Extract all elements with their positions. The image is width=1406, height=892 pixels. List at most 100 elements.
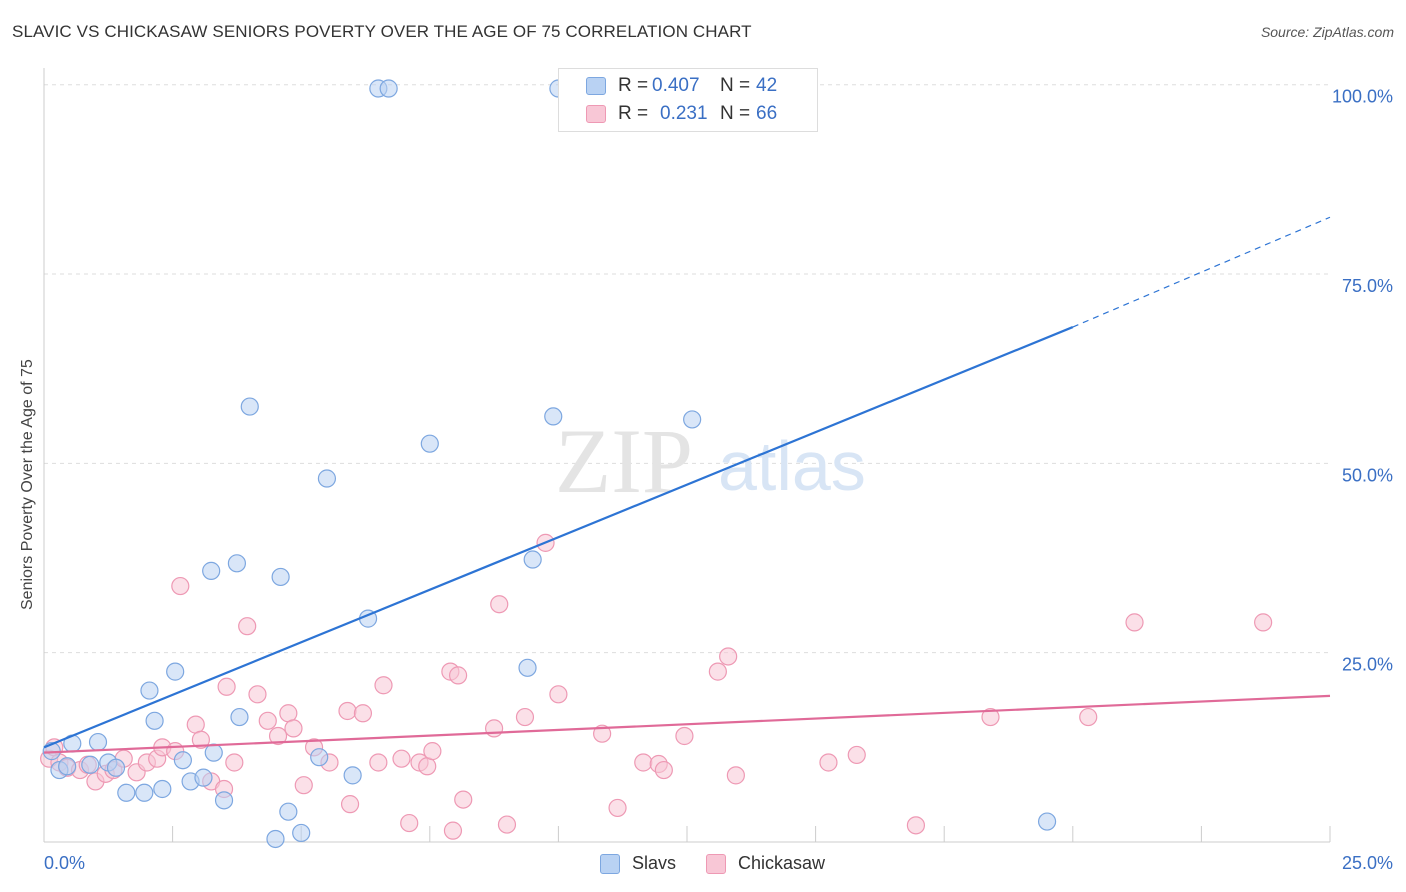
slavs-point	[1037, 812, 1057, 831]
slavs-point	[271, 567, 290, 587]
watermark-atlas: atlas	[718, 427, 866, 505]
slavs-point	[173, 751, 192, 770]
chickasaw-legend-label: Chickasaw	[738, 853, 826, 873]
x-tick-label: 0.0%	[44, 853, 85, 873]
chickasaw-point	[284, 719, 303, 738]
x-tick-label: 25.0%	[1342, 853, 1393, 873]
n-label: N =	[720, 75, 751, 96]
chickasaw-trend-line	[43, 694, 1331, 754]
trend-lines	[43, 216, 1331, 754]
n-label: N =	[720, 103, 751, 124]
chickasaw-point	[981, 707, 1000, 727]
slavs-point	[166, 662, 185, 681]
slavs-trend-line	[43, 326, 1074, 749]
slavs-point	[317, 469, 337, 488]
correlation-legend: R = 0.407 N = 42 R = 0.231 N = 66	[558, 68, 818, 132]
chickasaw-point	[400, 813, 419, 833]
chickasaw-point	[490, 595, 509, 614]
slavs-point	[279, 802, 298, 821]
slavs-point	[153, 779, 172, 799]
slavs-legend-label: Slavs	[632, 853, 677, 873]
watermark: ZIP atlas	[555, 410, 866, 512]
slavs-point	[544, 407, 563, 426]
r-value-slavs: 0.407	[652, 75, 700, 96]
chickasaw-point	[374, 676, 393, 695]
tick-labels: 25.0% 50.0% 75.0% 100.0% 0.0% 25.0%	[44, 87, 1393, 873]
slavs-trend-extension	[1072, 216, 1331, 328]
chickasaw-point	[238, 617, 257, 636]
slavs-point	[202, 561, 221, 580]
chickasaw-point	[171, 576, 190, 596]
watermark-zip: ZIP	[555, 410, 693, 512]
chickasaw-point	[726, 766, 745, 785]
slavs-point	[310, 748, 329, 767]
slavs-point	[227, 554, 246, 573]
legend-row-slavs: R = 0.407 N = 42	[559, 72, 777, 100]
chickasaw-point	[708, 662, 727, 681]
chickasaw-point	[225, 753, 244, 772]
slavs-point	[106, 758, 126, 777]
chickasaw-point	[1254, 613, 1273, 632]
r-label: R =	[618, 75, 649, 96]
slavs-point	[117, 783, 136, 802]
chickasaw-point	[279, 704, 298, 723]
chickasaw-swatch	[586, 105, 606, 123]
slavs-point	[266, 829, 285, 849]
slavs-point	[145, 711, 164, 730]
chickasaw-point	[448, 666, 468, 685]
chickasaw-point	[1125, 613, 1144, 632]
slavs-legend-swatch	[600, 853, 620, 874]
chickasaw-point	[294, 776, 313, 795]
legend-item-chickasaw: Chickasaw	[706, 853, 825, 874]
slavs-point	[683, 410, 702, 429]
chickasaw-point	[593, 724, 612, 743]
slavs-point	[420, 434, 439, 453]
slavs-point	[140, 681, 159, 700]
series-legend: Slavs Chickasaw	[600, 853, 855, 874]
r-value-chickasaw: 0.231	[660, 103, 708, 124]
slavs-point	[240, 397, 259, 416]
slavs-point	[81, 755, 100, 774]
chickasaw-point	[392, 749, 411, 768]
chickasaw-point	[268, 726, 288, 746]
slavs-point	[518, 658, 537, 677]
chickasaw-point	[217, 677, 236, 696]
y-axis-title: Seniors Poverty Over the Age of 75	[19, 359, 36, 610]
slavs-point	[88, 732, 108, 752]
y-tick-label: 75.0%	[1342, 276, 1393, 296]
chickasaw-point	[819, 753, 838, 772]
chickasaw-point	[608, 798, 627, 818]
chickasaw-point	[369, 753, 388, 772]
slavs-point	[58, 757, 77, 776]
chickasaw-point	[340, 795, 360, 814]
slavs-point	[343, 766, 362, 785]
n-value-slavs: 42	[756, 75, 778, 96]
chickasaw-point	[654, 760, 673, 780]
y-tick-label: 50.0%	[1342, 465, 1393, 485]
chickasaw-point	[847, 745, 866, 765]
chickasaw-point	[515, 707, 535, 727]
chickasaw-point	[338, 701, 357, 721]
chickasaw-point	[549, 685, 568, 704]
slavs-point	[379, 79, 398, 98]
chickasaw-point	[353, 704, 373, 723]
y-tick-label: 100.0%	[1332, 87, 1393, 107]
chickasaw-point	[719, 647, 738, 666]
chickasaw-point	[423, 742, 442, 761]
chickasaw-point	[634, 753, 653, 772]
source-label: Source: ZipAtlas.com	[1260, 24, 1394, 40]
slavs-point	[523, 550, 542, 569]
chickasaw-point	[454, 790, 473, 809]
chickasaw-point	[186, 715, 205, 734]
slavs-point	[214, 791, 234, 810]
y-tick-label: 25.0%	[1342, 655, 1393, 675]
legend-row-chickasaw: R = 0.231 N = 66	[559, 100, 777, 128]
slavs-point	[194, 768, 213, 787]
chickasaw-point	[258, 711, 277, 730]
axes	[43, 68, 1331, 843]
slavs-swatch	[586, 77, 606, 95]
r-label: R =	[618, 103, 649, 124]
slavs-point	[135, 783, 154, 802]
n-value-chickasaw: 66	[756, 103, 778, 124]
